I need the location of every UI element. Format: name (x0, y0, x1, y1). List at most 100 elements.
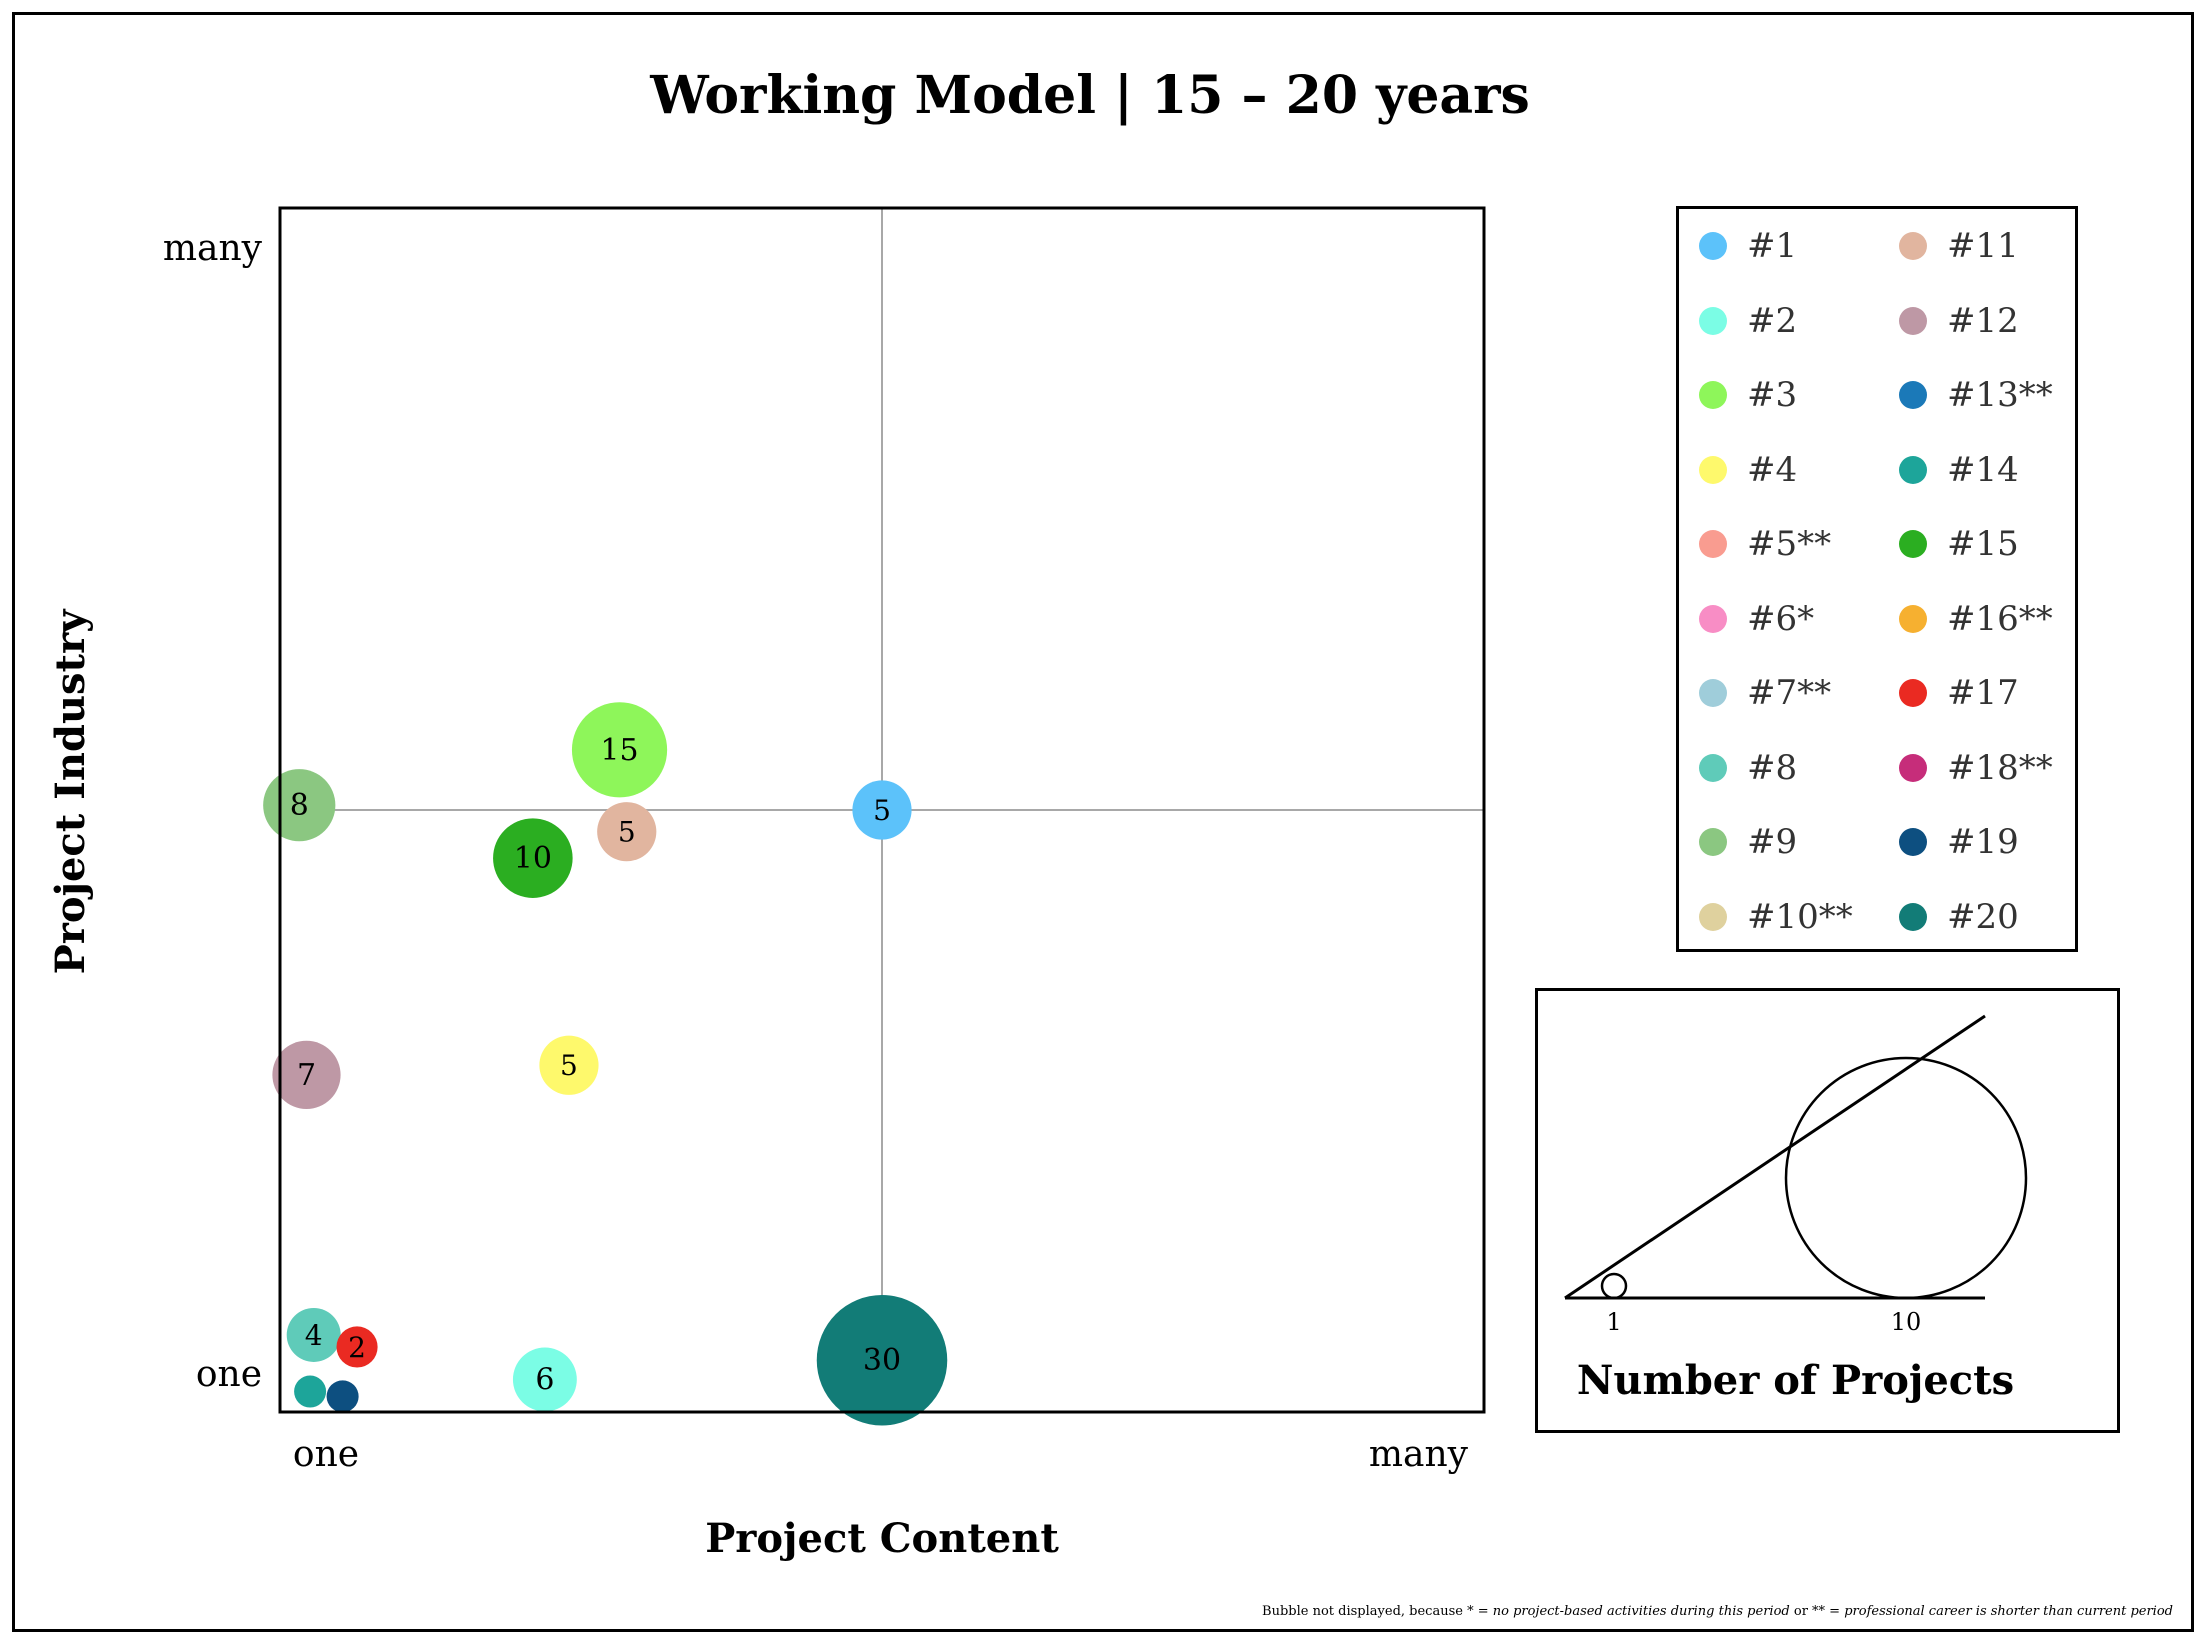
chart-title: Working Model | 15 – 20 years (650, 65, 1530, 126)
legend-swatch-2 (1699, 306, 1727, 335)
legend-label-8: #8 (1747, 747, 1798, 788)
legend-entry-7: #7** (1699, 673, 1831, 713)
legend-swatch-17 (1899, 679, 1927, 707)
legend-swatch-5 (1699, 530, 1727, 558)
legend-entry-1: #1 (1699, 226, 1797, 266)
legend-swatch-9 (1699, 828, 1727, 856)
legend-swatch-6 (1699, 604, 1727, 633)
bubble-label-11: 5 (618, 816, 636, 849)
size-legend-wedge (1564, 1014, 1986, 1300)
legend-entry-13: #13** (1899, 375, 2053, 415)
bubble-label-4: 5 (560, 1049, 578, 1082)
bubble-19 (326, 1380, 359, 1413)
legend-entry-15: #15 (1899, 524, 2019, 564)
legend-swatch-8 (1699, 753, 1727, 782)
bubble-1 (852, 780, 912, 840)
bubble-label-8: 4 (305, 1319, 323, 1352)
legend-swatch-20 (1899, 902, 1927, 931)
legend-swatch-1 (1699, 232, 1727, 260)
legend-entry-8: #8 (1699, 748, 1797, 788)
x-tick-many: many (1369, 1434, 1469, 1475)
legend-label-20: #20 (1947, 896, 2019, 937)
legend-label-4: #4 (1747, 449, 1798, 490)
bubble-14 (294, 1375, 327, 1408)
legend-entry-3: #3 (1699, 375, 1797, 415)
legend-swatch-16 (1899, 604, 1927, 633)
footnote-prefix: Bubble not displayed, because * = (1262, 1604, 1493, 1619)
bubble-label-2: 6 (535, 1362, 554, 1397)
legend-label-13: #13** (1947, 375, 2053, 415)
bubble-label-1: 5 (873, 794, 891, 827)
legend-label-6: #6* (1747, 598, 1815, 639)
legend-swatch-12 (1899, 306, 1927, 335)
legend-label-15: #15 (1947, 524, 2019, 564)
legend-entry-2: #2 (1699, 301, 1797, 341)
legend-swatch-11 (1899, 232, 1927, 260)
y-tick-one: one (196, 1354, 262, 1395)
bubble-17 (336, 1326, 378, 1368)
legend-label-2: #2 (1747, 300, 1798, 341)
size-legend-tick-1: 1 (1606, 1308, 1621, 1336)
x-axis-label: Project Content (705, 1515, 1059, 1562)
legend-entry-12: #12 (1899, 301, 2019, 341)
size-legend-title: Number of Projects (1576, 1357, 2015, 1404)
footnote-reason-2: professional career is shorter than curr… (1844, 1604, 2173, 1619)
legend-label-7: #7** (1747, 673, 1832, 713)
legend-swatch-15 (1899, 530, 1927, 558)
legend-entry-14: #14 (1899, 450, 2019, 490)
legend-swatch-14 (1899, 455, 1927, 484)
legend-label-9: #9 (1747, 822, 1798, 862)
size-legend-graphic: 1 10 (1564, 1014, 2028, 1336)
bubble-label-20: 30 (863, 1343, 901, 1378)
legend-label-19: #19 (1947, 822, 2019, 862)
legend-entry-4: #4 (1699, 450, 1797, 490)
color-legend: #1 #2 #3 #4 #5** #6* #7** #8 #9 #10** #11 #12 #13** #… (1676, 206, 2078, 952)
legend-entry-5: #5** (1699, 524, 1831, 564)
bubble-20 (816, 1294, 948, 1426)
bubble-label-17: 2 (348, 1331, 366, 1364)
y-axis-label: Project Industry (47, 608, 94, 974)
bubble-label-15: 10 (514, 841, 552, 876)
legend-swatch-18 (1899, 753, 1927, 782)
legend-entry-6: #6* (1699, 599, 1814, 639)
bubble-11 (597, 802, 657, 862)
axes: one many one many Project Content Project Ind… (47, 228, 1469, 1562)
legend-swatch-3 (1699, 381, 1727, 409)
legend-label-11: #11 (1947, 226, 2019, 266)
footnote-reason-1: no project-based activities during this … (1492, 1604, 1790, 1619)
x-tick-one: one (293, 1434, 359, 1475)
bubble-label-3: 15 (600, 733, 638, 768)
legend-label-3: #3 (1747, 375, 1798, 415)
bubble-8 (286, 1307, 341, 1362)
legend-swatch-19 (1899, 828, 1927, 856)
bubble-15 (493, 818, 573, 898)
legend-swatch-13 (1899, 381, 1927, 409)
legend-entry-11: #11 (1899, 226, 2019, 266)
bubble-label-12: 7 (297, 1058, 316, 1093)
legend-label-17: #17 (1947, 673, 2019, 713)
bubble-4 (539, 1035, 599, 1095)
legend-entry-20: #20 (1899, 897, 2019, 937)
legend-label-14: #14 (1947, 449, 2019, 490)
legend-swatch-4 (1699, 455, 1727, 484)
bubble-label-9: 8 (290, 788, 309, 823)
legend-label-12: #12 (1947, 300, 2019, 341)
legend-entry-17: #17 (1899, 673, 2019, 713)
size-legend-circle-10 (1784, 1056, 2028, 1300)
legend-label-1: #1 (1747, 226, 1798, 266)
bubble-12 (272, 1040, 341, 1109)
footnote-middle: or ** = (1789, 1604, 1845, 1619)
legend-swatch-7 (1699, 679, 1727, 707)
legend-entry-10: #10** (1699, 897, 1853, 937)
legend-entry-19: #19 (1899, 822, 2019, 862)
legend-label-10: #10** (1747, 896, 1853, 937)
legend-entry-18: #18** (1899, 748, 2053, 788)
bubble-2 (512, 1347, 577, 1412)
legend-entry-16: #16** (1899, 599, 2053, 639)
legend-swatch-10 (1699, 902, 1727, 931)
legend-label-16: #16** (1947, 598, 2053, 639)
legend-label-18: #18** (1947, 747, 2053, 788)
legend-entry-9: #9 (1699, 822, 1797, 862)
size-legend-tick-10: 10 (1891, 1308, 1922, 1336)
